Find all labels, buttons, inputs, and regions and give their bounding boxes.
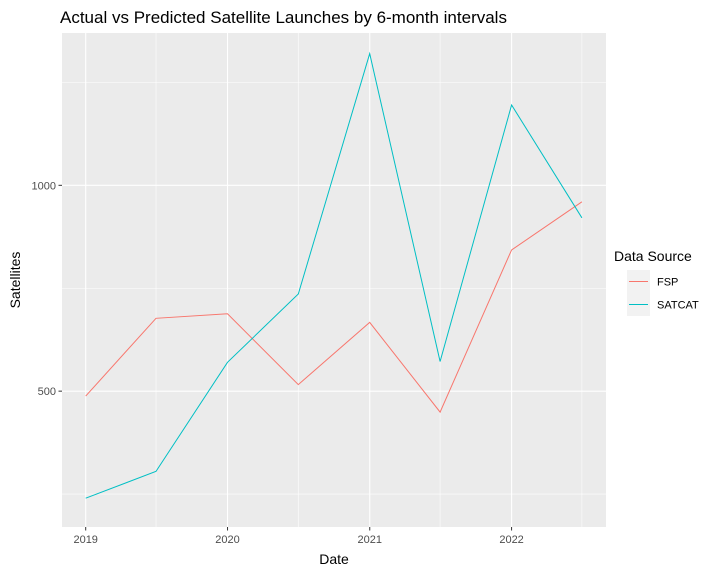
grid-major (62, 33, 606, 527)
plot-panel (62, 33, 606, 527)
y-tick-label: 500 (38, 386, 56, 398)
x-tick-label: 2019 (73, 534, 97, 546)
legend-items: FSP SATCAT (627, 270, 699, 316)
x-axis-title: Date (319, 551, 349, 567)
legend: Data Source FSP SATCAT (614, 248, 699, 316)
legend-label: SATCAT (657, 300, 699, 312)
chart-title: Actual vs Predicted Satellite Launches b… (60, 8, 507, 27)
x-tick-label: 2022 (499, 534, 523, 546)
y-axis: 500 1000 (32, 180, 62, 398)
series-line-fsp (85, 201, 583, 414)
x-axis: 2019 2020 2021 2022 (73, 527, 524, 546)
y-axis-title: Satellites (7, 252, 23, 309)
x-tick-label: 2021 (358, 534, 382, 546)
y-tick-label: 1000 (32, 180, 56, 192)
legend-label: FSP (657, 277, 678, 289)
legend-title: Data Source (614, 248, 692, 264)
grid-minor (62, 33, 606, 527)
x-tick-label: 2020 (215, 534, 239, 546)
series-line-satcat (85, 51, 583, 499)
series-layer (85, 51, 583, 499)
